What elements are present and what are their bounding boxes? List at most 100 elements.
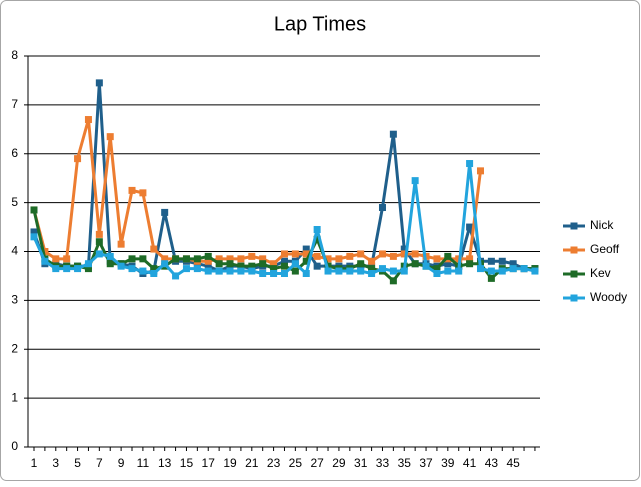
- data-point: [172, 255, 180, 263]
- data-point: [411, 250, 419, 258]
- data-point: [95, 230, 103, 238]
- x-tick-label: 19: [223, 456, 237, 470]
- x-tick-label: 45: [506, 456, 520, 470]
- data-point: [150, 269, 158, 277]
- data-point: [520, 265, 528, 273]
- data-point: [226, 267, 234, 275]
- x-tick-label: 39: [441, 456, 455, 470]
- x-tick-label: 31: [354, 456, 368, 470]
- data-point: [400, 267, 408, 275]
- data-point: [378, 250, 386, 258]
- data-point: [41, 257, 49, 265]
- x-tick-label: 33: [376, 456, 390, 470]
- data-point: [280, 269, 288, 277]
- data-point: [280, 257, 288, 265]
- legend-marker: [570, 222, 578, 230]
- data-point: [30, 206, 38, 214]
- x-tick-label: 5: [74, 456, 81, 470]
- data-point: [302, 250, 310, 258]
- data-point: [215, 260, 223, 268]
- x-tick-label: 35: [398, 456, 412, 470]
- data-point: [139, 267, 147, 275]
- y-tick-label: 8: [11, 48, 18, 62]
- data-point: [52, 265, 60, 273]
- data-point: [389, 252, 397, 260]
- data-point: [63, 265, 71, 273]
- data-point: [433, 269, 441, 277]
- data-point: [378, 265, 386, 273]
- data-point: [161, 260, 169, 268]
- x-tick-label: 43: [485, 456, 499, 470]
- data-point: [487, 274, 495, 282]
- data-point: [487, 267, 495, 275]
- data-point: [270, 269, 278, 277]
- data-point: [400, 245, 408, 253]
- data-point: [237, 267, 245, 275]
- data-point: [237, 255, 245, 263]
- data-point: [95, 79, 103, 87]
- data-point: [433, 255, 441, 263]
- data-point: [95, 250, 103, 258]
- data-point: [476, 265, 484, 273]
- y-tick-label: 0: [11, 439, 18, 453]
- data-point: [389, 277, 397, 285]
- legend-label: Kev: [590, 266, 611, 280]
- data-point: [182, 265, 190, 273]
- data-point: [313, 252, 321, 260]
- data-point: [30, 233, 38, 241]
- x-tick-label: 3: [52, 456, 59, 470]
- data-point: [226, 255, 234, 263]
- data-point: [182, 255, 190, 263]
- data-point: [509, 265, 517, 273]
- y-tick-label: 1: [11, 390, 18, 404]
- data-point: [139, 189, 147, 197]
- x-tick-label: 15: [180, 456, 194, 470]
- data-point: [204, 252, 212, 260]
- data-point: [291, 260, 299, 268]
- data-point: [172, 272, 180, 280]
- data-point: [84, 260, 92, 268]
- data-point: [324, 255, 332, 263]
- data-point: [302, 245, 310, 253]
- data-point: [215, 267, 223, 275]
- data-point: [226, 260, 234, 268]
- data-point: [259, 255, 267, 263]
- y-tick-label: 2: [11, 341, 18, 355]
- legend-label: Woody: [590, 290, 627, 304]
- legend-marker: [570, 294, 578, 302]
- data-point: [531, 267, 539, 275]
- data-point: [422, 262, 430, 270]
- data-point: [357, 250, 365, 258]
- data-point: [444, 260, 452, 268]
- data-point: [400, 250, 408, 258]
- y-tick-label: 3: [11, 293, 18, 307]
- data-point: [466, 255, 474, 263]
- data-point: [193, 265, 201, 273]
- data-point: [41, 248, 49, 255]
- data-point: [259, 269, 267, 277]
- data-point: [63, 255, 71, 263]
- x-tick-label: 11: [137, 456, 150, 470]
- data-point: [215, 255, 223, 263]
- data-point: [411, 260, 419, 268]
- data-point: [117, 262, 125, 270]
- x-tick-label: 13: [158, 456, 172, 470]
- data-point: [95, 238, 103, 246]
- x-tick-label: 23: [267, 456, 281, 470]
- data-point: [74, 155, 82, 163]
- data-point: [270, 260, 278, 268]
- data-point: [455, 267, 463, 275]
- data-point: [324, 267, 332, 275]
- data-point: [280, 250, 288, 258]
- data-point: [487, 257, 495, 265]
- data-point: [368, 269, 376, 277]
- data-point: [204, 267, 212, 275]
- data-point: [313, 262, 321, 270]
- chart-title: Lap Times: [274, 13, 366, 35]
- data-point: [248, 252, 256, 260]
- data-point: [302, 269, 310, 277]
- data-point: [204, 257, 212, 265]
- x-tick-label: 1: [31, 456, 38, 470]
- data-point: [52, 255, 60, 263]
